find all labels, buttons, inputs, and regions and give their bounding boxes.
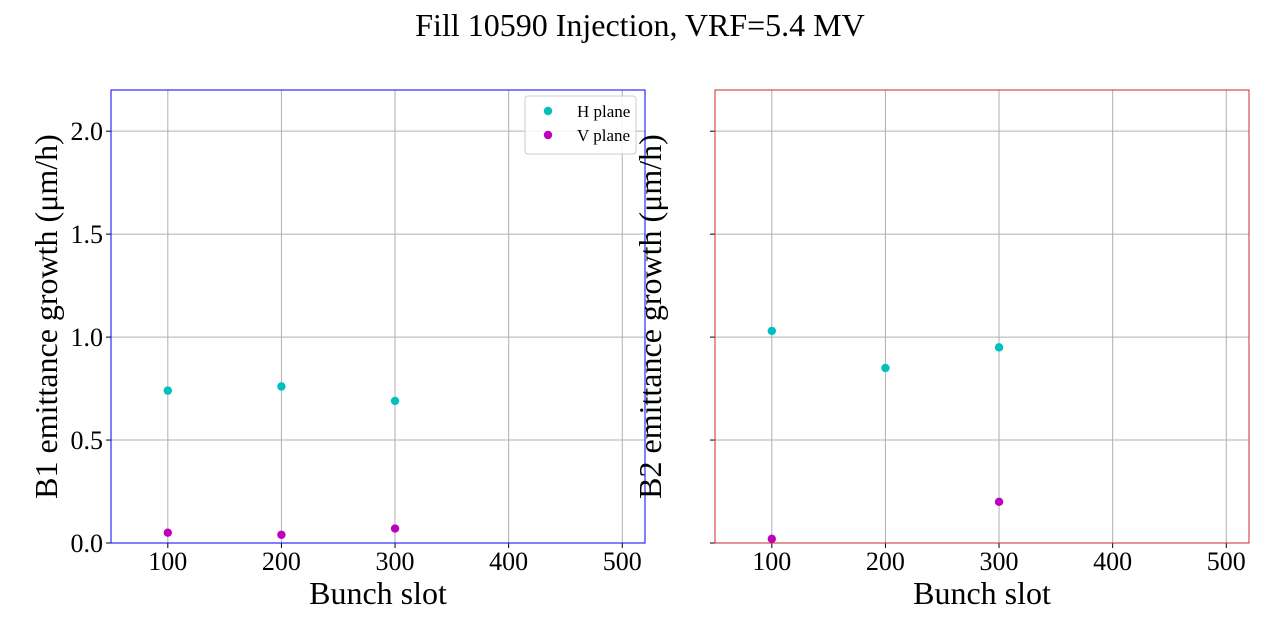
left-panel-b1: 100 200 300 400 500 0.0 0.5 1.0 1.5 2.0 Bunch slot… [28, 89, 646, 611]
chart-1-point-v-plane [994, 497, 1004, 507]
chart-0-y-tick-label: 1.5 [71, 220, 104, 249]
chart-1-point-h-plane [881, 363, 890, 373]
chart-0-legend-marker-h-plane [543, 106, 553, 116]
chart-0-point-h-plane [277, 382, 286, 391]
chart-0-legend-label-v-plane: V plane [577, 126, 630, 145]
chart-0-legend-marker-v-plane [543, 130, 553, 140]
chart-0-y-tick-label: 1.0 [71, 323, 104, 352]
chart-0-point-h-plane [390, 396, 400, 406]
chart-1-point-h-plane [767, 326, 777, 336]
chart-1-x-tick-label: 400 [1093, 547, 1132, 576]
right-panel-b2: 100 200 300 400 500 Bunch slot B2 emittance gr… [632, 89, 1250, 611]
chart-0-legend: H plane V plane [524, 95, 637, 155]
chart-0-y-axis-label: B1 emittance growth (μm/h) [28, 134, 64, 499]
chart-0-y-tick-label: 0.5 [71, 426, 104, 455]
chart-1-x-tick-label: 200 [866, 547, 905, 576]
figure-title: Fill 10590 Injection, VRF=5.4 MV [415, 7, 864, 43]
chart-0-point-v-plane [390, 524, 400, 533]
chart-0-x-tick-label: 500 [603, 547, 642, 576]
chart-1-plot-frame [714, 89, 1250, 544]
chart-0-x-axis-label: Bunch slot [309, 575, 447, 611]
chart-0-x-tick-label: 100 [148, 547, 187, 576]
chart-0-point-h-plane [163, 386, 173, 395]
chart-0-legend-box [524, 95, 637, 155]
chart-1-point-v-plane [767, 534, 777, 544]
chart-1-y-axis-label: B2 emittance growth (μm/h) [632, 134, 668, 499]
chart-1-x-tick-label: 100 [752, 547, 791, 576]
chart-0-point-v-plane [277, 530, 286, 539]
chart-0-point-v-plane [163, 528, 173, 537]
chart-0-legend-label-h-plane: H plane [577, 102, 630, 121]
chart-0-y-tick-label: 2.0 [71, 117, 104, 146]
chart-1-x-tick-label: 300 [980, 547, 1019, 576]
chart-1-x-axis-label: Bunch slot [913, 575, 1051, 611]
chart-1-x-tick-label: 500 [1207, 547, 1246, 576]
chart-0-y-tick-label: 0.0 [71, 529, 104, 558]
chart-1-point-h-plane [994, 343, 1004, 352]
chart-0-x-tick-label: 300 [376, 547, 415, 576]
chart-0-plot-frame [110, 89, 646, 544]
chart-0-x-tick-label: 200 [262, 547, 301, 576]
chart-0-x-tick-label: 400 [489, 547, 528, 576]
